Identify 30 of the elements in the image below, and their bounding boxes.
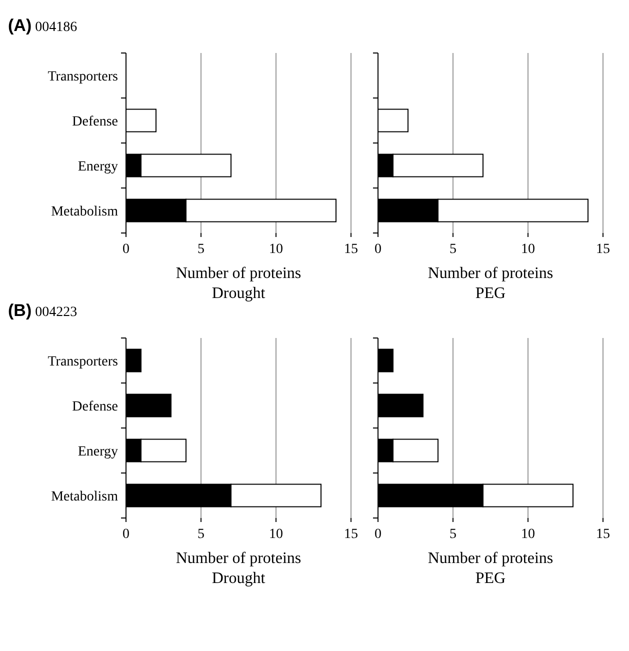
x-tick-label: 0 bbox=[122, 242, 130, 257]
x-tick-label: 10 bbox=[521, 527, 535, 542]
x-tick-label: 5 bbox=[450, 242, 456, 257]
x-tick-label: 10 bbox=[521, 242, 535, 257]
x-axis-title: Number of proteins PEG bbox=[428, 550, 554, 587]
chart-title: (B) 004223 bbox=[8, 301, 78, 320]
x-tick-label: 5 bbox=[198, 242, 204, 257]
x-tick-label: 0 bbox=[374, 527, 382, 542]
x-axis-title: Number of proteins Drought bbox=[176, 550, 302, 587]
x-tick-label: 10 bbox=[269, 242, 283, 257]
x-tick-label: 15 bbox=[596, 527, 610, 542]
x-tick-label: 15 bbox=[596, 242, 610, 257]
x-axis-title: Number of proteins Drought bbox=[176, 265, 302, 302]
y-tick-label: Metabolism bbox=[51, 489, 118, 504]
x-tick-label: 0 bbox=[374, 242, 382, 257]
y-tick-label: Defense bbox=[72, 399, 118, 414]
y-tick-label: Defense bbox=[72, 114, 118, 130]
y-tick-label: Transporters bbox=[48, 69, 118, 84]
y-tick-label: Transporters bbox=[48, 354, 118, 370]
y-tick-label: Metabolism bbox=[51, 204, 118, 220]
x-axis-title: Number of proteins PEG bbox=[428, 265, 554, 302]
x-tick-label: 10 bbox=[269, 527, 283, 542]
y-tick-label: Energy bbox=[78, 444, 118, 460]
chart-title: (A) 004186 bbox=[8, 16, 78, 35]
x-tick-label: 15 bbox=[344, 527, 358, 542]
x-tick-label: 15 bbox=[344, 242, 358, 257]
x-tick-label: 5 bbox=[450, 527, 456, 542]
x-tick-label: 0 bbox=[122, 527, 130, 542]
x-tick-label: 5 bbox=[198, 527, 204, 542]
y-tick-label: Energy bbox=[78, 159, 118, 174]
